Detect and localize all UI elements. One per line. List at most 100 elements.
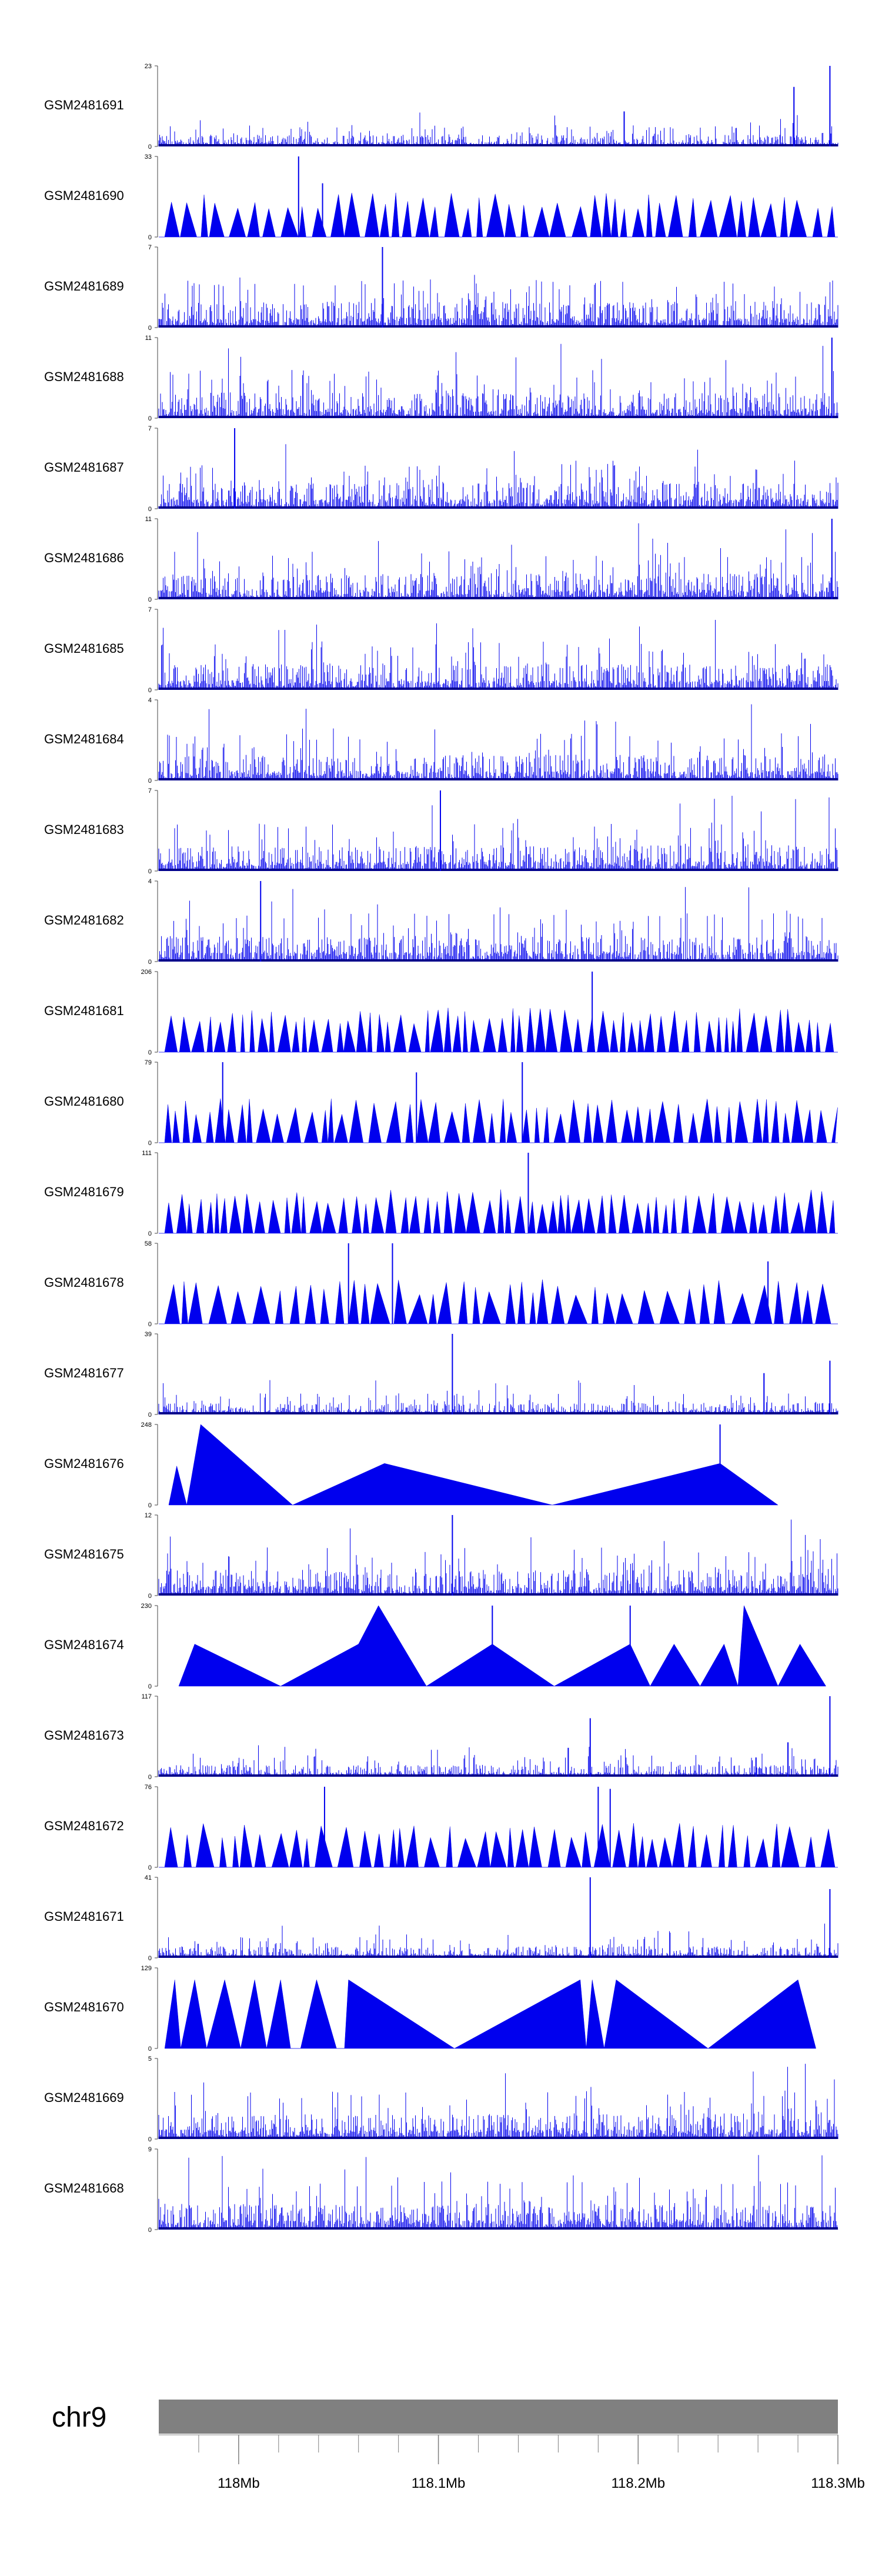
signal-bars (158, 1380, 838, 1414)
y-max-label: 7 (148, 244, 152, 251)
baseline-band (159, 1412, 838, 1414)
y-max-label: 129 (141, 1965, 152, 1972)
baseline-band (159, 688, 838, 690)
track-GSM2481688: GSM2481688 11 0 (44, 335, 838, 422)
track-GSM2481679: GSM2481679 111 0 (44, 1150, 838, 1237)
signal-area (159, 192, 838, 238)
track-GSM2481675: GSM2481675 12 0 (44, 1512, 838, 1600)
y-zero-label: 0 (148, 1049, 152, 1056)
track-label: GSM2481689 (44, 279, 124, 293)
signal-bars (158, 343, 838, 418)
baseline-band (159, 1593, 838, 1596)
track-label: GSM2481685 (44, 641, 124, 656)
signal-bars (158, 1923, 838, 1958)
track-GSM2481682: GSM2481682 4 0 (44, 878, 838, 966)
track-GSM2481681: GSM2481681 206 0 (44, 969, 838, 1056)
chromosome-bar (159, 2400, 838, 2434)
track-label: GSM2481690 (44, 188, 124, 203)
y-max-label: 39 (145, 1331, 152, 1338)
y-zero-label: 0 (148, 2227, 152, 2234)
chromosome-label: chr9 (52, 2402, 106, 2433)
track-label: GSM2481673 (44, 1728, 124, 1743)
signal-bars (158, 1519, 838, 1596)
x-tick-label: 118.3Mb (811, 2475, 865, 2491)
track-label: GSM2481679 (44, 1184, 124, 1199)
track-GSM2481676: GSM2481676 248 0 (44, 1422, 779, 1509)
y-max-label: 248 (141, 1422, 152, 1429)
y-zero-label: 0 (148, 1230, 152, 1237)
baseline-band (159, 2227, 838, 2230)
track-GSM2481669: GSM2481669 5 0 (44, 2056, 838, 2143)
track-label: GSM2481678 (44, 1275, 124, 1290)
y-zero-label: 0 (148, 1321, 152, 1328)
signal-area (159, 1098, 838, 1143)
signal-bars (158, 2155, 838, 2230)
y-max-label: 117 (141, 1693, 152, 1700)
track-label: GSM2481686 (44, 550, 124, 565)
signal-bars (158, 620, 838, 690)
y-zero-label: 0 (148, 1683, 152, 1690)
baseline-band (159, 959, 838, 962)
y-max-label: 111 (142, 1150, 152, 1157)
y-zero-label: 0 (148, 1864, 152, 1871)
track-label: GSM2481670 (44, 2000, 124, 2014)
signal-area (178, 1605, 827, 1687)
track-label: GSM2481684 (44, 732, 124, 746)
y-max-label: 7 (148, 425, 152, 432)
track-GSM2481678: GSM2481678 58 0 (44, 1240, 838, 1328)
genome-axis: 118Mb 118.1Mb 118.2Mb 118.3Mb (159, 2434, 865, 2491)
y-zero-label: 0 (148, 868, 152, 875)
y-zero-label: 0 (148, 2046, 152, 2053)
y-zero-label: 0 (148, 1774, 152, 1781)
y-zero-label: 0 (148, 144, 152, 151)
track-GSM2481672: GSM2481672 76 0 (44, 1784, 838, 1871)
baseline-band (159, 1956, 838, 1958)
track-GSM2481686: GSM2481686 11 0 (44, 516, 838, 603)
signal-area (159, 1007, 838, 1053)
y-max-label: 4 (148, 697, 152, 704)
y-max-label: 41 (145, 1874, 152, 1881)
y-zero-label: 0 (148, 959, 152, 966)
y-max-label: 23 (145, 63, 152, 70)
track-GSM2481668: GSM2481668 9 0 (44, 2146, 838, 2234)
track-label: GSM2481671 (44, 1909, 124, 1924)
y-zero-label: 0 (148, 325, 152, 332)
data-tracks: GSM2481691230GSM2481690330GSM248168970GS… (44, 63, 838, 2234)
y-max-label: 5 (148, 2056, 152, 2063)
signal-bars (158, 112, 838, 146)
x-tick-label: 118.1Mb (412, 2475, 466, 2491)
baseline-band (159, 869, 838, 871)
track-label: GSM2481682 (44, 913, 124, 927)
x-tick-label: 118Mb (218, 2475, 260, 2491)
y-max-label: 76 (145, 1784, 152, 1791)
y-zero-label: 0 (148, 596, 152, 603)
track-label: GSM2481675 (44, 1547, 124, 1561)
signal-bars (158, 704, 838, 780)
baseline-band (159, 144, 838, 146)
y-max-label: 7 (148, 606, 152, 613)
baseline-band (159, 416, 838, 418)
y-zero-label: 0 (148, 687, 152, 694)
baseline-band (159, 2137, 838, 2139)
track-label: GSM2481688 (44, 369, 124, 384)
signal-bars (158, 1745, 838, 1777)
baseline-band (159, 1774, 838, 1777)
y-zero-label: 0 (148, 778, 152, 785)
track-label: GSM2481691 (44, 98, 124, 112)
track-label: GSM2481674 (44, 1637, 124, 1652)
track-GSM2481684: GSM2481684 4 0 (44, 697, 838, 785)
signal-bars (158, 523, 838, 599)
baseline-band (159, 597, 838, 599)
track-GSM2481677: GSM2481677 39 0 (44, 1331, 838, 1419)
track-label: GSM2481668 (44, 2181, 124, 2195)
y-zero-label: 0 (148, 1502, 152, 1509)
track-GSM2481673: GSM2481673 117 0 (44, 1693, 838, 1781)
signal-bars (158, 2064, 838, 2139)
track-GSM2481689: GSM2481689 7 0 (44, 244, 838, 332)
track-label: GSM2481687 (44, 460, 124, 475)
track-GSM2481683: GSM2481683 7 0 (44, 788, 838, 875)
track-label: GSM2481677 (44, 1366, 124, 1380)
track-GSM2481690: GSM2481690 33 0 (44, 154, 838, 241)
track-label: GSM2481672 (44, 1818, 124, 1833)
